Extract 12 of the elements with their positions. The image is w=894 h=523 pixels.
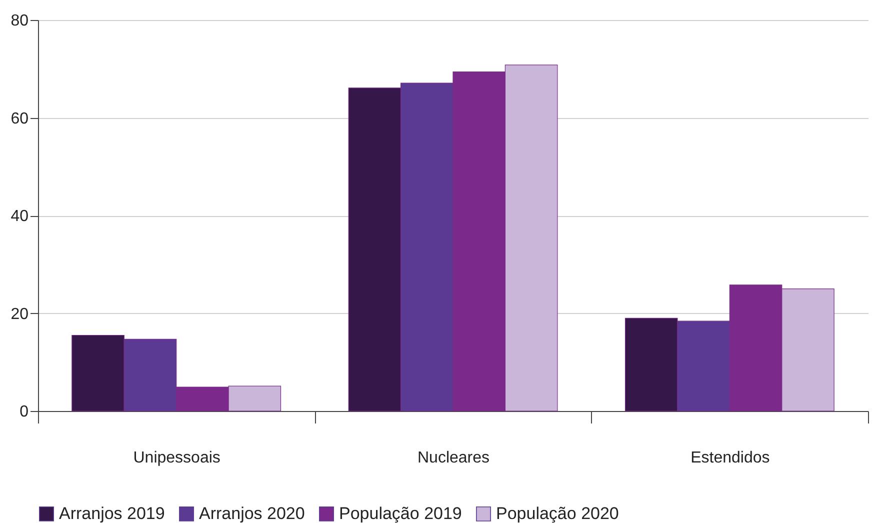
y-tick-label: 60 — [10, 110, 29, 128]
y-tick-label: 40 — [10, 208, 29, 225]
x-tick-label: Nucleares — [417, 450, 490, 466]
x-tick-label: Estendidos — [690, 450, 770, 466]
y-tick-label: 0 — [20, 404, 29, 420]
legend-label: Arranjos 2019 — [59, 504, 165, 523]
legend-label: População 2020 — [496, 504, 619, 523]
x-tick-label: Unipessoais — [133, 450, 220, 466]
legend-label: Arranjos 2020 — [199, 504, 305, 523]
y-tick-label: 20 — [10, 306, 29, 323]
y-tick-label: 80 — [10, 12, 29, 30]
legend-label: População 2019 — [339, 504, 462, 523]
